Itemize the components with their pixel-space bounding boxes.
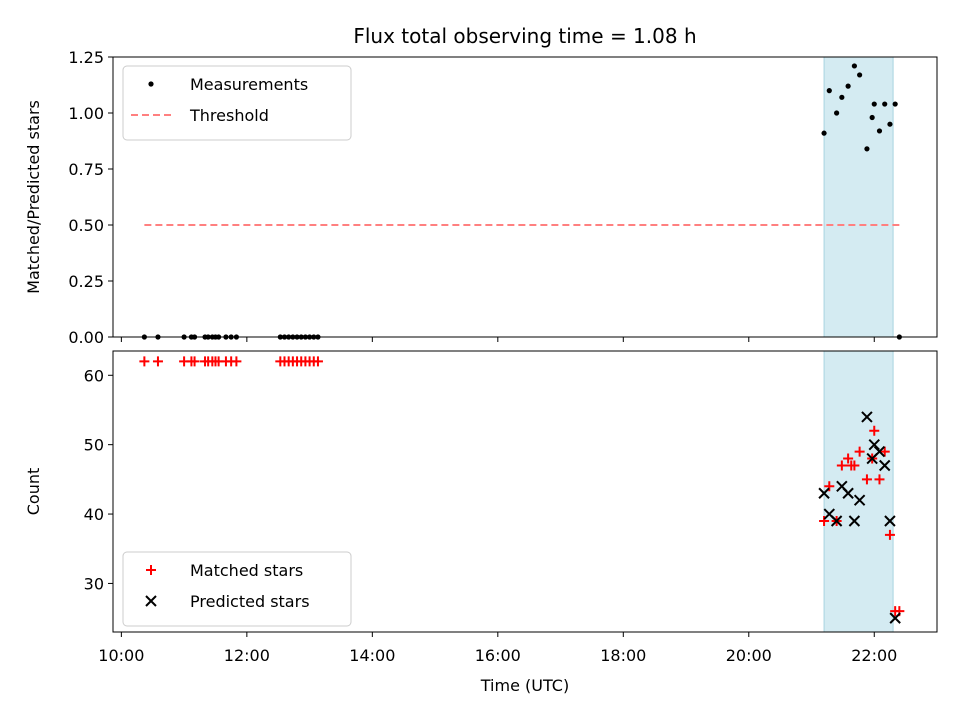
y-axis-label: Count: [24, 468, 43, 516]
matched-star-point: [843, 453, 854, 464]
predicted-star-point: [861, 411, 873, 423]
x-tick-label: 16:00: [475, 646, 521, 665]
y-tick-label: 0.00: [68, 328, 104, 347]
y-tick-label: 40: [84, 505, 104, 524]
legend-box: [122, 551, 352, 627]
measurement-point: [857, 72, 863, 78]
predicted-star-point: [868, 438, 880, 451]
predicted-star-point: [889, 612, 901, 624]
matched-star-point: [312, 356, 323, 367]
y-tick-label: 0.75: [68, 160, 104, 179]
y-tick-label: 0.50: [68, 216, 104, 235]
matched-star-point: [854, 446, 865, 457]
x-tick-label: 20:00: [726, 646, 772, 665]
matched-star-point: [861, 474, 872, 485]
predicted-star-point: [853, 494, 866, 506]
matched-star-point: [836, 460, 847, 471]
measurement-point: [871, 101, 877, 107]
measurement-point: [834, 110, 840, 116]
observing-interval-band: [823, 350, 894, 633]
matched-star-point: [884, 529, 895, 540]
matched-star-point: [152, 356, 163, 367]
matched-star-point: [849, 460, 860, 471]
legend: Matched stars Predicted stars: [122, 551, 352, 627]
matched-star-point: [189, 356, 200, 367]
legend-box: [122, 65, 352, 141]
predicted-star-point: [879, 459, 891, 472]
x-tick-label: 10:00: [98, 646, 144, 665]
y-tick-label: 1.25: [68, 48, 104, 67]
axes-frame: [112, 56, 938, 338]
observing-interval-band: [823, 56, 894, 338]
x-tick-label: 14:00: [349, 646, 395, 665]
axes-frame: [112, 350, 938, 633]
x-tick-label: 12:00: [224, 646, 270, 665]
measurement-point: [826, 88, 832, 94]
measurement-point: [864, 146, 870, 152]
legend-predicted-swatch: [145, 595, 157, 607]
matched-star-point: [139, 356, 150, 367]
x-tick-label: 18:00: [600, 646, 646, 665]
measurement-point: [845, 83, 851, 89]
y-tick-label: 50: [84, 436, 104, 455]
measurement-point: [892, 101, 898, 107]
measurement-point: [821, 130, 827, 136]
predicted-star-point: [848, 515, 861, 527]
measurement-point: [876, 128, 883, 134]
measurement-point: [887, 121, 893, 127]
legend-entry: Threshold: [189, 106, 269, 125]
predicted-star-point: [830, 515, 843, 527]
y-axis-label: Matched/Predicted stars: [24, 100, 43, 294]
legend: Measurements Threshold: [122, 65, 352, 141]
x-tick-label: 22:00: [851, 646, 897, 665]
matched-star-point: [231, 356, 242, 367]
chart-title: Flux total observing time = 1.08 h: [353, 24, 696, 48]
matched-star-point: [819, 515, 830, 526]
y-tick-label: 30: [84, 574, 104, 593]
measurement-point: [882, 101, 888, 107]
measurement-point: [839, 94, 845, 100]
legend-entry: Measurements: [190, 75, 308, 94]
panel-1: 0.00 0.25 0.50 0.75 1.00 1.25 Matched/Predicte…: [24, 24, 938, 347]
legend-entry: Matched stars: [190, 561, 303, 580]
matched-star-point: [879, 446, 890, 457]
y-tick-label: 1.00: [68, 104, 104, 123]
x-axis-label: Time (UTC): [480, 676, 569, 695]
matched-star-point: [874, 474, 885, 485]
matched-star-point: [869, 425, 880, 436]
y-tick-label: 60: [84, 366, 104, 385]
panel-2: 30 40 50 60 10:00 12:00 14:00 16:00 18:00 20:00 22…: [24, 350, 938, 695]
legend-measurement-swatch: [148, 81, 154, 87]
predicted-star-point: [884, 515, 896, 527]
measurement-point: [869, 114, 875, 121]
predicted-star-point: [873, 445, 886, 458]
predicted-star-point: [818, 487, 830, 499]
measurement-point: [851, 63, 857, 69]
legend-matched-swatch: [146, 565, 156, 575]
legend-entry: Predicted stars: [190, 592, 310, 611]
y-tick-label: 0.25: [68, 272, 104, 291]
matched-star-point: [824, 481, 835, 492]
predicted-star-point: [842, 487, 854, 499]
